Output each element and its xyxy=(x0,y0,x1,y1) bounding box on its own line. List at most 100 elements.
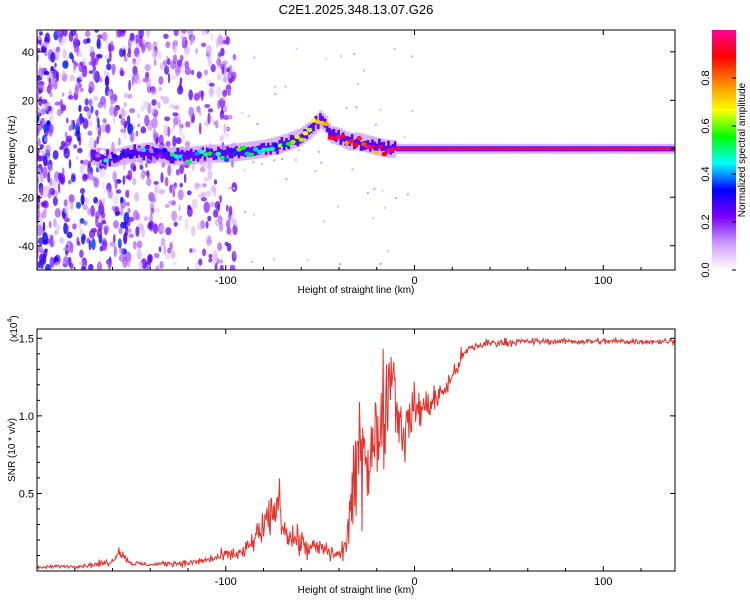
noise-blob xyxy=(125,201,130,207)
noise-blob xyxy=(80,159,84,165)
noise-blob xyxy=(133,61,138,66)
noise-blob xyxy=(69,200,74,211)
noise-blob xyxy=(97,53,103,59)
noise-dot xyxy=(373,187,376,191)
noise-blob xyxy=(118,227,123,235)
ridge-core xyxy=(153,148,159,153)
noise-dot xyxy=(351,168,354,171)
noise-blob xyxy=(96,261,103,270)
noise-blob xyxy=(178,215,183,221)
noise-blob xyxy=(160,95,164,101)
noise-blob xyxy=(221,106,224,115)
noise-blob xyxy=(173,105,180,110)
noise-blob xyxy=(213,209,219,218)
noise-blob xyxy=(155,136,159,145)
ridge-band xyxy=(382,141,386,151)
noise-blob xyxy=(76,118,82,127)
noise-blob xyxy=(52,150,59,160)
noise-blob xyxy=(83,106,90,112)
noise-blob xyxy=(177,189,184,201)
noise-blob xyxy=(135,212,140,221)
ridge-band xyxy=(133,144,136,154)
noise-blob xyxy=(60,140,66,148)
noise-blob xyxy=(120,221,127,229)
ridge-core xyxy=(389,147,396,152)
noise-blob xyxy=(92,96,99,101)
noise-blob xyxy=(143,216,149,222)
noise-blob xyxy=(114,179,118,190)
noise-blob xyxy=(88,98,93,107)
ridge-band xyxy=(328,127,331,137)
noise-blob xyxy=(120,70,125,77)
noise-blob xyxy=(82,173,88,182)
noise-blob xyxy=(99,201,104,212)
ridge-core xyxy=(319,120,325,126)
noise-blob xyxy=(159,225,166,232)
ridge-band xyxy=(106,149,109,159)
noise-blob xyxy=(59,99,64,108)
ridge-band xyxy=(387,140,390,150)
noise-blob xyxy=(71,173,76,180)
noise-blob xyxy=(172,135,177,147)
noise-blob xyxy=(155,265,160,270)
snr-xtick-label: -100 xyxy=(215,576,237,588)
noise-blob xyxy=(96,228,103,239)
noise-blob xyxy=(45,267,50,270)
ridge-core xyxy=(252,147,259,152)
noise-blob xyxy=(55,30,60,36)
noise-blob xyxy=(83,159,90,166)
noise-blob xyxy=(37,106,41,117)
ridge-band xyxy=(242,147,245,157)
colorbar: 0.0 0.2 0.4 0.6 0.8 Normalized spectral ampl… xyxy=(700,30,748,278)
noise-dot xyxy=(281,157,284,161)
noise-blob xyxy=(88,70,94,75)
noise-blob xyxy=(43,123,49,133)
noise-blob xyxy=(231,218,237,226)
noise-dot xyxy=(247,115,251,118)
colorbar-tick-label: 0.2 xyxy=(700,214,712,229)
noise-blob xyxy=(77,147,83,154)
noise-blob xyxy=(41,99,48,105)
noise-blob xyxy=(207,112,211,125)
noise-blob xyxy=(73,44,79,53)
noise-blob xyxy=(49,177,53,186)
noise-blob xyxy=(91,238,96,251)
noise-blob xyxy=(50,52,56,63)
snr-ytick-label: 1.0 xyxy=(19,411,34,423)
noise-blob xyxy=(113,220,119,229)
noise-blob xyxy=(113,194,119,206)
noise-blob xyxy=(223,105,228,113)
noise-blob xyxy=(45,144,51,155)
noise-blob xyxy=(147,253,153,263)
noise-blob xyxy=(227,91,231,96)
noise-blob xyxy=(171,74,178,80)
ridge-band xyxy=(276,145,279,155)
noise-blob xyxy=(158,189,165,195)
noise-blob xyxy=(140,126,147,134)
noise-blob xyxy=(62,48,67,59)
noise-blob xyxy=(209,201,216,208)
noise-blob xyxy=(41,148,47,156)
ridge-band xyxy=(294,135,297,145)
noise-blob xyxy=(53,80,58,90)
noise-blob xyxy=(63,246,69,252)
noise-blob xyxy=(153,181,159,185)
ridge-core xyxy=(256,149,263,155)
noise-blob xyxy=(205,221,209,229)
noise-blob xyxy=(204,104,211,108)
ridge-band xyxy=(344,136,347,146)
noise-blob xyxy=(150,107,155,115)
noise-blob xyxy=(231,71,237,80)
noise-blob xyxy=(63,147,70,159)
noise-blob xyxy=(123,92,128,99)
noise-blob xyxy=(158,86,163,92)
noise-dot xyxy=(345,107,348,110)
noise-blob xyxy=(101,212,106,219)
noise-blob xyxy=(128,79,131,91)
ridge-band xyxy=(153,148,157,158)
noise-blob xyxy=(61,167,65,177)
noise-blob xyxy=(167,73,171,84)
noise-blob xyxy=(103,189,110,194)
noise-blob xyxy=(129,32,135,42)
noise-blob xyxy=(54,101,61,106)
